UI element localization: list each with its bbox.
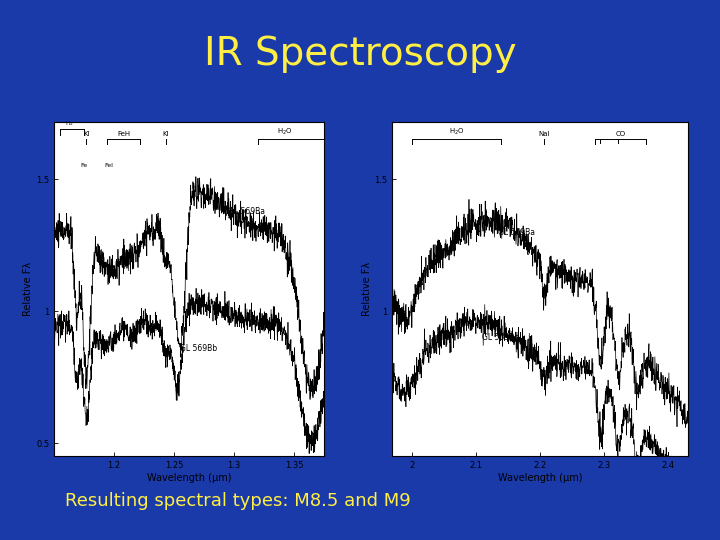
Text: NaI: NaI xyxy=(539,131,550,137)
Y-axis label: Relative Fλ: Relative Fλ xyxy=(361,262,372,316)
X-axis label: Wavelength (μm): Wavelength (μm) xyxy=(147,473,231,483)
Text: H$_2$O: H$_2$O xyxy=(277,127,293,137)
Text: H$_2$: H$_2$ xyxy=(65,119,74,128)
Text: GL 569Bb: GL 569Bb xyxy=(180,344,217,353)
Text: IR Spectroscopy: IR Spectroscopy xyxy=(204,35,516,73)
Text: GL 569Ba: GL 569Ba xyxy=(498,228,535,237)
Text: CO: CO xyxy=(615,131,625,137)
Text: H$_2$O: H$_2$O xyxy=(449,127,464,137)
Text: FeH: FeH xyxy=(117,131,130,137)
Y-axis label: Relative Fλ: Relative Fλ xyxy=(23,262,33,316)
Text: Fe: Fe xyxy=(81,163,88,167)
X-axis label: Wavelength (μm): Wavelength (μm) xyxy=(498,473,582,483)
Text: GL 569Ba: GL 569Ba xyxy=(228,207,265,215)
Text: Resulting spectral types: M8.5 and M9: Resulting spectral types: M8.5 and M9 xyxy=(65,492,410,510)
Text: KI: KI xyxy=(162,131,169,137)
Text: FeI: FeI xyxy=(104,163,114,167)
Text: GL 569Bb: GL 569Bb xyxy=(482,333,519,342)
Text: KI: KI xyxy=(83,131,90,137)
